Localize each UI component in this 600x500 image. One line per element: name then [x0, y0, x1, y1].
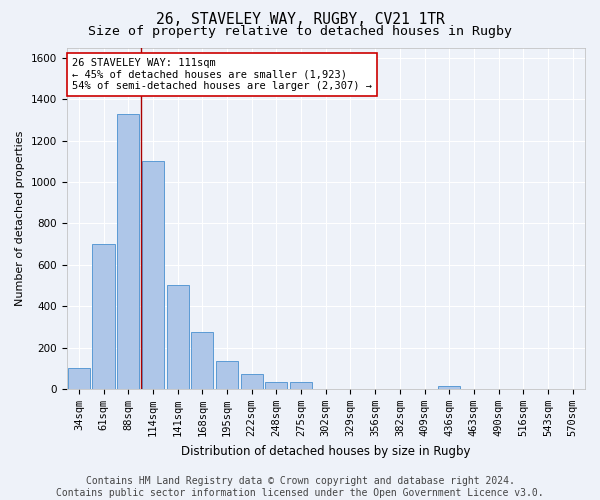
Bar	[142, 162, 164, 389]
Bar	[265, 382, 287, 389]
Bar	[290, 382, 312, 389]
Bar	[216, 361, 238, 389]
Bar	[241, 374, 263, 389]
Bar	[117, 114, 139, 389]
Bar	[68, 368, 90, 389]
Bar	[92, 244, 115, 389]
Text: Contains HM Land Registry data © Crown copyright and database right 2024.
Contai: Contains HM Land Registry data © Crown c…	[56, 476, 544, 498]
Bar	[167, 286, 189, 389]
Text: 26 STAVELEY WAY: 111sqm
← 45% of detached houses are smaller (1,923)
54% of semi: 26 STAVELEY WAY: 111sqm ← 45% of detache…	[72, 58, 372, 91]
Y-axis label: Number of detached properties: Number of detached properties	[15, 130, 25, 306]
Bar	[191, 332, 214, 389]
Bar	[438, 386, 460, 389]
Text: Size of property relative to detached houses in Rugby: Size of property relative to detached ho…	[88, 25, 512, 38]
Text: 26, STAVELEY WAY, RUGBY, CV21 1TR: 26, STAVELEY WAY, RUGBY, CV21 1TR	[155, 12, 445, 28]
X-axis label: Distribution of detached houses by size in Rugby: Distribution of detached houses by size …	[181, 444, 470, 458]
